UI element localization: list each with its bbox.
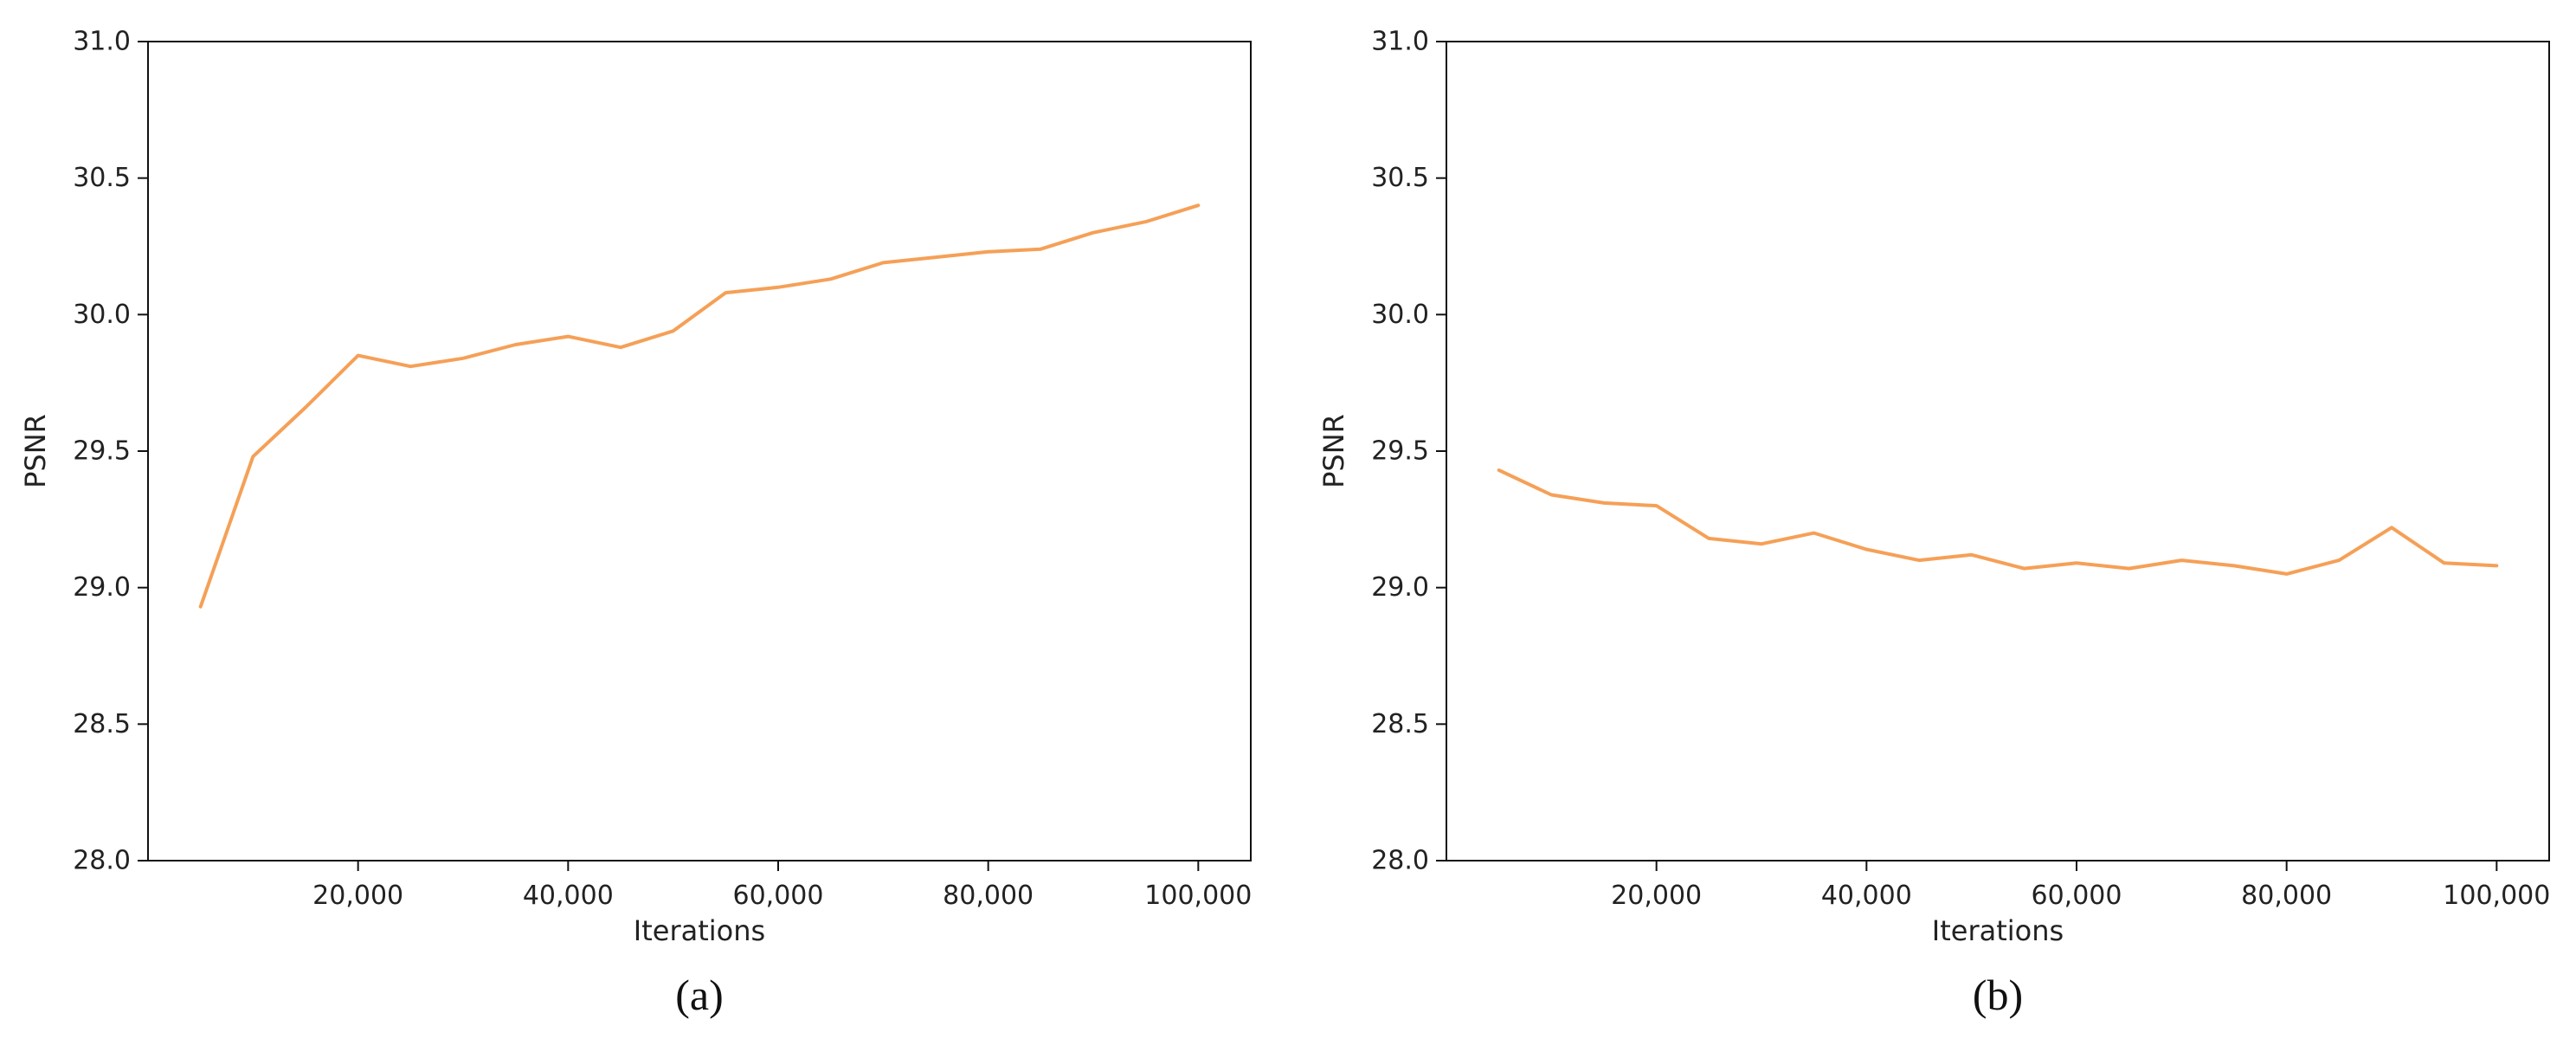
data-point [2284, 571, 2289, 577]
data-point [1038, 247, 1043, 252]
data-point [2494, 563, 2499, 568]
data-point [933, 255, 938, 260]
data-point [2442, 560, 2447, 565]
data-point [2179, 558, 2184, 563]
x-tick-label: 80,000 [943, 881, 1034, 911]
data-point [986, 249, 991, 255]
data-point [303, 405, 308, 410]
data-point [1601, 500, 1607, 506]
chart-panel-a: 28.0 28.5 29.0 29.5 30.0 30.5 31.0 20,000 40,000… [19, 27, 1252, 1020]
y-axis-label: PSNR [1317, 414, 1350, 488]
data-point [1706, 536, 1711, 541]
psnr-series-line [198, 203, 1201, 609]
y-tick-label: 29.0 [1371, 572, 1429, 603]
y-tick-label: 30.5 [73, 163, 131, 193]
data-point [1654, 503, 1659, 508]
data-point [618, 345, 623, 350]
data-point [828, 276, 834, 281]
panel-caption: (b) [1973, 971, 2023, 1019]
data-point [2231, 563, 2237, 568]
data-point [513, 342, 518, 347]
psnr-series-line [1497, 468, 2499, 576]
y-tick-label: 29.0 [73, 572, 131, 603]
y-tick-label: 28.0 [73, 846, 131, 876]
chart-panel-b: 28.0 28.5 29.0 29.5 30.0 30.5 31.0 20,000 40,000… [1317, 27, 2550, 1020]
data-point [460, 356, 466, 361]
x-tick-label: 20,000 [1611, 881, 1702, 911]
x-tick-label: 100,000 [1144, 881, 1252, 911]
data-point [723, 290, 728, 295]
data-point [671, 328, 676, 333]
y-tick-label: 31.0 [73, 27, 131, 57]
data-point [1549, 492, 1554, 497]
x-tick-label: 60,000 [2032, 881, 2122, 911]
data-point [356, 353, 361, 358]
y-tick-label: 30.0 [1371, 300, 1429, 330]
data-point [198, 604, 203, 610]
data-point [2074, 560, 2079, 565]
data-point [250, 454, 255, 459]
data-point [1497, 468, 1502, 473]
data-point [565, 334, 570, 339]
data-point [2389, 525, 2394, 530]
x-axis-label: Iterations [634, 914, 765, 947]
data-point [1759, 541, 1764, 546]
data-point [776, 285, 781, 290]
y-tick-label: 28.0 [1371, 846, 1429, 876]
y-tick-label: 30.5 [1371, 163, 1429, 193]
data-point [2127, 566, 2132, 571]
y-tick-label: 29.5 [1371, 436, 1429, 467]
data-point [2021, 566, 2026, 571]
y-tick-label: 31.0 [1371, 27, 1429, 57]
panel-caption: (a) [675, 971, 724, 1019]
x-tick-label: 60,000 [733, 881, 824, 911]
y-tick-label: 28.5 [73, 709, 131, 739]
x-tick-label: 100,000 [2443, 881, 2550, 911]
data-point [1916, 558, 1922, 563]
x-tick-label: 80,000 [2241, 881, 2332, 911]
data-point [880, 260, 886, 265]
data-point [1091, 230, 1096, 236]
data-point [1143, 219, 1149, 224]
data-point [2336, 558, 2341, 563]
y-tick-label: 29.5 [73, 436, 131, 467]
y-axis-label: PSNR [19, 414, 52, 488]
data-point [1812, 531, 1817, 536]
data-point [1195, 203, 1201, 208]
y-tick-label: 30.0 [73, 300, 131, 330]
x-axis-label: Iterations [1932, 914, 2064, 947]
plot-frame [1446, 41, 2550, 862]
x-tick-label: 40,000 [523, 881, 614, 911]
data-point [1969, 552, 1974, 558]
data-point [1864, 547, 1869, 552]
plot-frame [147, 41, 1252, 862]
x-tick-label: 40,000 [1821, 881, 1912, 911]
data-point [408, 364, 413, 369]
x-tick-label: 20,000 [312, 881, 403, 911]
y-tick-label: 28.5 [1371, 709, 1429, 739]
